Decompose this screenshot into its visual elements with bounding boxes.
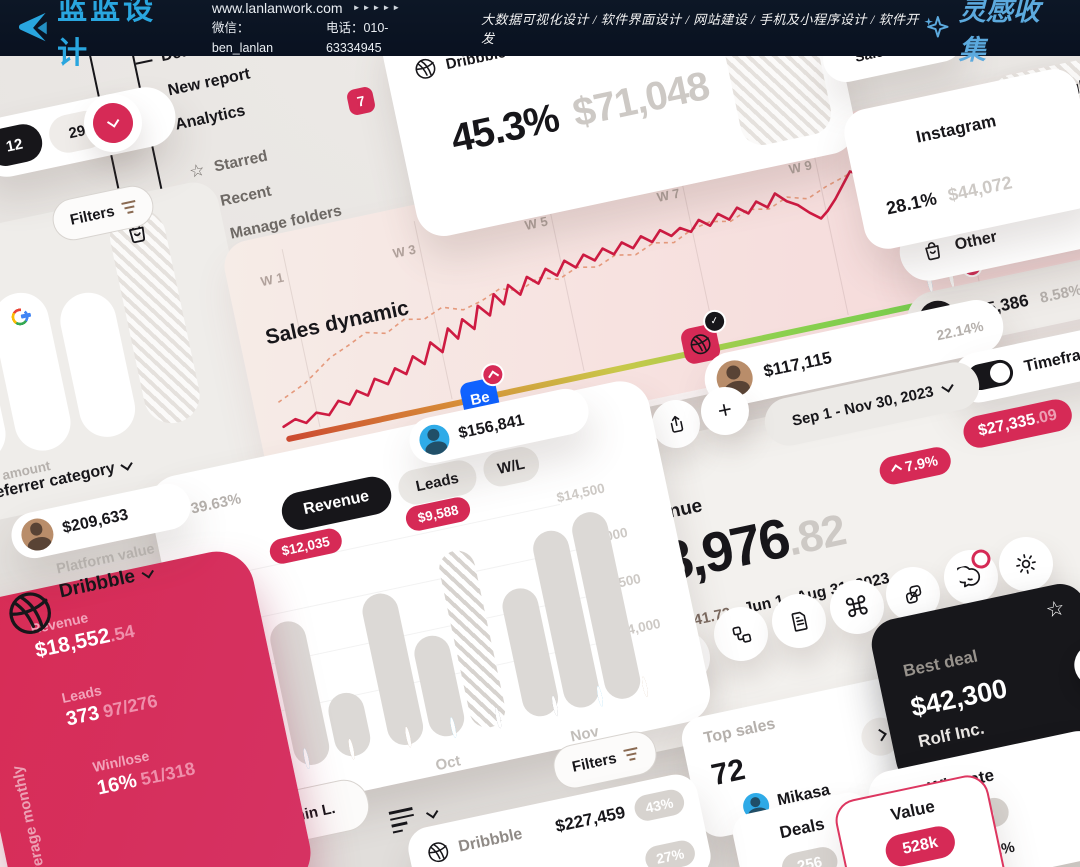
avatar [595,685,605,707]
menu-item-label: Starred [212,147,270,176]
phone-label: 电话：010-63334945 [325,21,389,55]
chevron-right-icon [873,728,887,742]
shapes-icon [899,580,926,607]
dribbble-icon [412,56,438,82]
deals-pill: 256 [779,844,840,867]
chevron-right-button[interactable] [1070,639,1080,690]
badge-count: 7 [355,92,367,110]
amount: $209,633 [60,506,130,537]
check-circle [89,99,137,147]
tree-item-label: Analytics [173,102,247,134]
percent-pill: 27% [642,838,698,867]
tab-revenue[interactable]: Revenue [278,473,395,534]
star-icon[interactable]: ☆ [1043,596,1067,623]
side-label: Average monthly [9,764,51,867]
stat-percent: 28.1% [884,188,939,219]
amount: $117,115 [761,347,834,381]
chevron-down-icon [425,806,439,819]
amount: $156,841 [457,411,526,443]
chevron-down-icon [106,115,119,128]
site-url[interactable]: www.lanlanwork.com [211,0,343,16]
chevron-down-icon [940,380,954,393]
sparkle-icon [922,13,951,43]
document-icon [785,607,812,634]
avatar [640,676,650,698]
collect-label: 灵感收集 [958,0,1040,65]
chevron-down-icon[interactable] [120,458,133,471]
dribbble-icon [425,839,451,865]
services-list: 大数据可视化设计 / 软件界面设计 / 网站建设 / 手机及小程序设计 / 软件… [481,12,919,46]
timeframe-label: Timeframe [1022,342,1080,376]
filters-label: Filters [68,202,117,229]
stat-amount: $71,048 [568,63,713,136]
bar-value-pill: $12,035 [267,526,344,566]
percent: 22.14% [935,317,985,344]
platform-label: Instagram [914,111,998,147]
share-icon [664,412,689,437]
h-gridline [196,503,561,583]
dribbble-icon [688,331,714,357]
double-chevron-up-icon [891,464,903,476]
card-title: Top sales [702,715,777,748]
filter-icon [622,747,639,762]
stat-amount: $44,072 [946,172,1014,206]
list-icon [388,806,417,834]
instagram-icon [868,124,908,164]
avatar [18,515,57,554]
hierarchy-icon [727,620,754,647]
chart-percent: 39.63% [189,490,243,518]
site-header: 蓝蓝设计 www.lanlanwork.com ►►►►► 微信：ben_lanl… [0,0,1080,70]
filters-label: Filters [570,749,619,776]
value-pill: 528k [882,823,958,867]
bar[interactable] [359,590,427,749]
y-tick: $14,500 [555,480,607,506]
top-sales-count: 72 [708,752,749,793]
row-value: 373 [64,702,102,731]
counter-value: 12 [4,135,25,156]
deal-company: Rolf Inc. [916,718,987,752]
avatar [416,421,453,458]
lanlan-logo-icon [18,12,47,42]
row-value: 16% [95,769,139,800]
star-icon: ☆ [187,160,207,182]
arrow-marks: ►►►►► [352,3,403,13]
revenue-cents: .82 [782,505,850,566]
chevron-down-icon [141,566,155,579]
card-title: Best deal [901,646,980,681]
instagram-icon [73,303,101,331]
tab-leads[interactable]: Leads [394,456,480,508]
stat-percent: 45.3% [447,95,563,162]
gear-icon [1012,550,1040,578]
platform-name: Dribbble [456,825,524,856]
inspiration-collect[interactable]: 灵感收集 [922,0,1064,67]
growth-badge: 7.9% [877,444,954,487]
google-icon [5,302,35,332]
menu-item-label: Recent [218,182,273,210]
filter-icon [120,200,137,215]
dribbble-icon [3,586,58,641]
counter-selected[interactable]: 12 [0,120,46,170]
brand-name: 蓝蓝设计 [57,0,157,70]
contact-info: www.lanlanwork.com ►►►►► 微信：ben_lanlan 电话：… [212,0,441,58]
deal-amount: $42,300 [908,673,1010,723]
wechat-label: 微信：ben_lanlan [211,21,274,55]
platform-amount: $227,459 [553,802,627,837]
percent-pill: 43% [632,787,687,824]
percent: 8.58% [1038,280,1080,307]
